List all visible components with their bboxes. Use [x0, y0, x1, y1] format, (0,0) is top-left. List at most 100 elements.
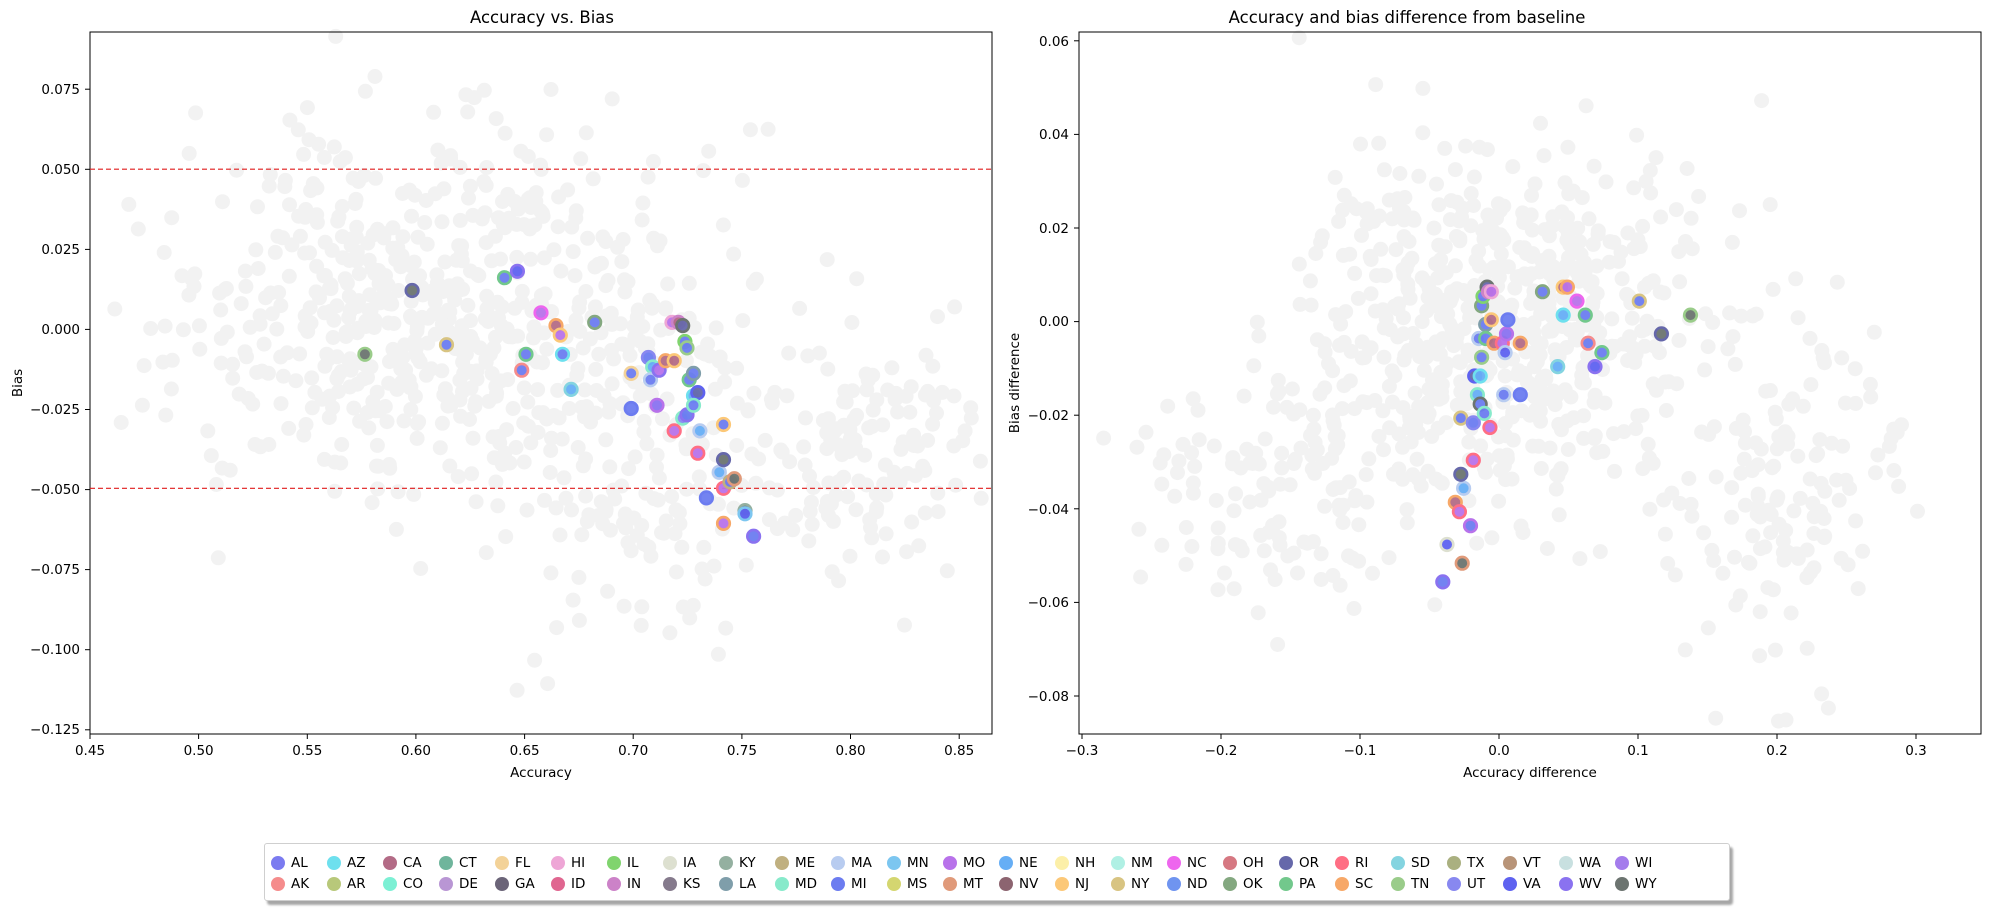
left-background-point — [329, 349, 345, 365]
left-background-point — [649, 447, 665, 463]
right-background-point — [1560, 210, 1575, 226]
right-background-point — [1590, 223, 1606, 239]
right-background-point — [1548, 481, 1564, 497]
left-background-point — [572, 324, 588, 339]
right-background-point — [1373, 241, 1389, 257]
left-background-point — [440, 302, 456, 318]
right-background-point — [1250, 605, 1266, 621]
legend-item: MO — [943, 852, 999, 873]
right-background-point — [1363, 286, 1379, 302]
left-background-point — [417, 215, 433, 230]
left-background-point — [685, 597, 701, 613]
right-background-point — [1396, 267, 1412, 283]
right-xtick-label: −0.1 — [1344, 743, 1377, 759]
left-background-point — [604, 316, 620, 332]
right-background-point — [1381, 550, 1397, 566]
right-background-point — [1569, 264, 1585, 280]
left-background-point — [273, 396, 289, 412]
right-background-point — [1190, 402, 1206, 418]
right-background-point — [1583, 278, 1599, 294]
left-background-point — [925, 358, 941, 374]
legend-label: NV — [1019, 875, 1039, 892]
right-background-point — [1129, 439, 1145, 455]
right-background-point — [1642, 501, 1658, 517]
legend-label: ID — [571, 875, 586, 892]
left-background-point — [633, 617, 649, 633]
right-background-point — [1842, 481, 1858, 496]
left-data-point — [675, 318, 691, 334]
legend-marker — [831, 855, 845, 870]
left-background-point — [652, 233, 668, 249]
left-background-point — [682, 610, 698, 626]
right-background-point — [1291, 30, 1307, 46]
legend-item: IA — [663, 852, 719, 873]
left-background-point — [604, 91, 620, 107]
right-background-point — [1720, 341, 1736, 357]
left-background-point — [610, 239, 625, 255]
left-background-point — [250, 199, 265, 215]
right-background-point — [1496, 198, 1512, 214]
left-background-point — [467, 398, 483, 414]
left-background-point — [362, 287, 378, 303]
left-data-point — [438, 337, 455, 353]
legend-item: MN — [887, 852, 943, 873]
legend-marker — [943, 876, 957, 891]
left-background-point — [734, 172, 750, 188]
legend-label: TN — [1411, 875, 1430, 892]
left-background-point — [348, 229, 364, 245]
right-background-point — [1648, 382, 1664, 398]
left-background-point — [464, 466, 480, 482]
right-background-point — [1835, 438, 1851, 454]
left-background-point — [191, 318, 207, 334]
left-background-point — [929, 405, 944, 421]
left-background-point — [488, 111, 504, 127]
right-background-point — [1399, 502, 1415, 518]
legend-marker — [1167, 855, 1181, 870]
right-background-point — [1767, 404, 1783, 420]
left-xtick-label: 0.45 — [75, 743, 105, 759]
right-background-point — [1767, 642, 1783, 658]
right-background-point — [1346, 601, 1362, 616]
legend-item: WI — [1615, 852, 1671, 873]
right-background-point — [1863, 389, 1879, 405]
right-background-point — [1551, 507, 1567, 523]
left-background-point — [210, 550, 226, 566]
left-background-point — [590, 256, 606, 272]
legend-item: LA — [719, 873, 775, 894]
legend-item: NV — [999, 873, 1055, 894]
right-background-point — [1803, 377, 1819, 393]
left-xtick-label: 0.75 — [727, 743, 757, 759]
right-background-point — [1724, 234, 1740, 250]
right-background-point — [1587, 387, 1603, 403]
right-background-point — [1407, 385, 1423, 401]
right-plot-frame — [1078, 31, 1982, 735]
left-background-point — [644, 300, 660, 316]
right-background-point — [1449, 194, 1465, 210]
legend-marker — [1055, 855, 1069, 870]
left-background-point — [821, 475, 837, 491]
left-xtick-label: 0.50 — [184, 743, 214, 759]
left-background-point — [781, 345, 797, 361]
legend-item: NC — [1167, 852, 1223, 873]
right-background-point — [1284, 381, 1300, 397]
right-background-point — [1748, 306, 1764, 322]
left-x-axis-label: Accuracy — [510, 765, 572, 781]
right-background-point — [1622, 329, 1638, 345]
left-background-point — [738, 557, 754, 573]
right-background-point — [1350, 290, 1366, 306]
left-background-point — [585, 171, 601, 187]
legend-item: KS — [663, 873, 719, 894]
right-background-point — [1309, 332, 1325, 348]
legend-label: IA — [683, 854, 697, 871]
left-background-point — [769, 521, 785, 537]
right-ytick-label: −0.08 — [1028, 689, 1069, 705]
right-background-point — [1671, 332, 1687, 348]
right-background-point — [1570, 220, 1586, 236]
right-background-point — [1384, 363, 1400, 379]
left-background-point — [910, 438, 926, 454]
right-xtick-label: 0.3 — [1905, 743, 1926, 759]
left-background-point — [715, 217, 731, 233]
legend-label: MD — [795, 875, 818, 892]
left-data-point — [737, 506, 753, 522]
right-background-point — [1683, 496, 1699, 512]
